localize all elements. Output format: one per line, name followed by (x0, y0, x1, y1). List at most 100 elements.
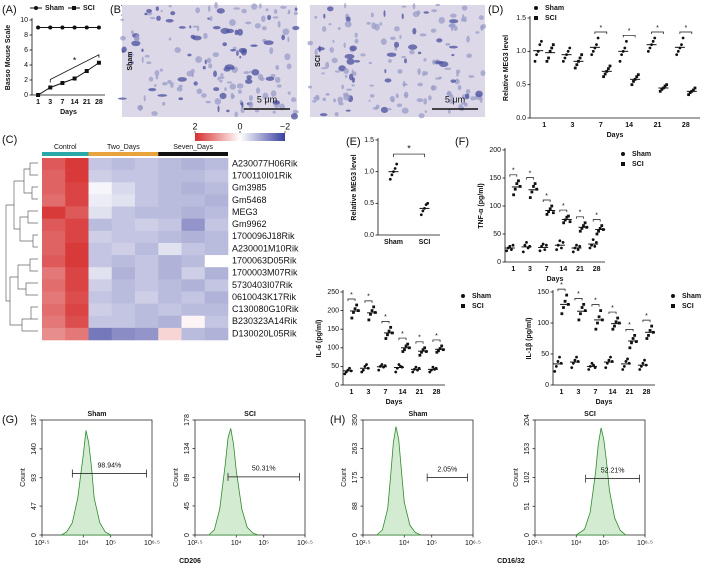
cell (331, 57, 338, 64)
x-tick-label: 3 (528, 266, 532, 273)
cell (401, 56, 407, 59)
significance-label: * (350, 292, 353, 299)
x-tick-label: 7 (60, 99, 64, 106)
cell (202, 65, 206, 70)
marker (597, 229, 600, 233)
y-tick-label: 100 (489, 203, 501, 210)
x-tick-label: 7 (594, 389, 598, 396)
marker (680, 43, 683, 47)
cell (479, 96, 483, 103)
heatmap-cell (111, 303, 136, 317)
x-tick-label: 3 (367, 389, 371, 396)
marker (555, 248, 559, 252)
marker (353, 307, 357, 311)
cell (345, 109, 351, 112)
marker (84, 69, 89, 73)
cell (159, 68, 163, 72)
marker (36, 25, 41, 30)
heatmap-cell (111, 327, 136, 341)
y-tick-label: 150 (537, 289, 549, 296)
cell (187, 53, 192, 57)
y-tick-label: 175 (352, 472, 359, 484)
cell (178, 26, 186, 29)
significance-label: * (367, 294, 370, 301)
marker (36, 93, 41, 97)
marker (593, 244, 597, 248)
cell (334, 70, 341, 73)
cell (380, 106, 389, 113)
significance-bracket (381, 320, 390, 324)
heatmap-cell (42, 279, 66, 292)
cell (155, 75, 159, 80)
group-label: Seven_Days (173, 144, 213, 151)
cell (448, 98, 454, 104)
marker (558, 239, 562, 243)
cell (424, 110, 427, 113)
cell (272, 16, 279, 19)
marker (594, 241, 598, 244)
marker (573, 66, 577, 70)
cell (329, 46, 335, 53)
marker (96, 25, 101, 30)
heatmap-cell (88, 230, 113, 244)
cell (239, 99, 243, 104)
cell (315, 94, 320, 99)
cell (454, 79, 460, 85)
cell (240, 107, 245, 114)
heatmap-cell (181, 230, 206, 244)
heatmap-cell (204, 242, 229, 256)
cell (370, 12, 374, 18)
cell (372, 106, 379, 110)
marker (609, 355, 612, 359)
heatmap-cell (88, 194, 113, 207)
marker (419, 213, 423, 217)
marker (633, 334, 637, 337)
significance-label: * (611, 305, 614, 312)
y-tick-label: 89 (184, 474, 191, 482)
x-tick-label: 10⁵ (258, 540, 269, 547)
marker (675, 53, 679, 57)
heatmap-cell (88, 267, 113, 280)
cell (386, 52, 397, 57)
heatmap-cell (111, 291, 136, 304)
marker (389, 325, 393, 329)
marker (535, 187, 539, 191)
marker (343, 372, 347, 376)
marker (579, 312, 582, 316)
marker (580, 306, 584, 309)
cell (380, 38, 387, 46)
marker (505, 249, 509, 253)
marker (565, 293, 569, 297)
x-tick-label: 1 (511, 266, 515, 273)
x-tick-label: 28 (682, 122, 690, 129)
cell (251, 3, 258, 10)
colorbar (195, 133, 285, 141)
heatmap-cell (204, 279, 229, 292)
significance-label: * (579, 210, 582, 217)
marker (380, 363, 384, 366)
cell (403, 94, 408, 97)
heatmap-cell (42, 267, 66, 280)
x-tick-label: 10⁵ (426, 540, 437, 547)
marker (533, 182, 537, 185)
marker (421, 209, 425, 213)
x-tick-label: 21 (83, 99, 91, 106)
cell (120, 35, 126, 41)
marker (548, 49, 552, 53)
row-label: D130020L05Rik (232, 328, 297, 338)
heatmap-cell (42, 327, 66, 341)
heatmap-cell (204, 315, 229, 329)
x-tick-label: 21 (654, 122, 662, 129)
y-tick-label: 0 (184, 533, 191, 537)
marker (632, 79, 635, 83)
x-tick-label: 21 (576, 266, 584, 273)
cell (423, 11, 430, 14)
cell (209, 16, 213, 22)
cell (343, 42, 346, 49)
heatmap-cell (204, 170, 229, 183)
cell (190, 68, 195, 74)
x-tick-label: 3 (577, 389, 581, 396)
cell (131, 40, 141, 47)
cell (241, 8, 247, 14)
heatmap-cell (158, 279, 182, 292)
